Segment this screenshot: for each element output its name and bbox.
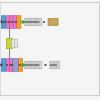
FancyBboxPatch shape bbox=[34, 18, 37, 26]
FancyBboxPatch shape bbox=[25, 61, 27, 69]
FancyBboxPatch shape bbox=[13, 59, 19, 71]
FancyBboxPatch shape bbox=[50, 61, 52, 69]
FancyBboxPatch shape bbox=[27, 18, 30, 26]
FancyBboxPatch shape bbox=[37, 61, 39, 69]
FancyBboxPatch shape bbox=[6, 16, 10, 28]
FancyBboxPatch shape bbox=[27, 61, 30, 69]
Circle shape bbox=[22, 64, 24, 66]
FancyBboxPatch shape bbox=[39, 61, 42, 69]
FancyBboxPatch shape bbox=[39, 18, 42, 26]
FancyBboxPatch shape bbox=[12, 39, 15, 48]
FancyBboxPatch shape bbox=[34, 61, 37, 69]
FancyBboxPatch shape bbox=[54, 61, 57, 69]
FancyBboxPatch shape bbox=[17, 16, 21, 28]
FancyBboxPatch shape bbox=[6, 38, 12, 49]
FancyBboxPatch shape bbox=[48, 18, 58, 26]
FancyBboxPatch shape bbox=[25, 18, 27, 26]
FancyBboxPatch shape bbox=[37, 18, 39, 26]
FancyBboxPatch shape bbox=[57, 61, 60, 69]
FancyBboxPatch shape bbox=[10, 16, 13, 28]
FancyBboxPatch shape bbox=[6, 59, 10, 71]
FancyBboxPatch shape bbox=[29, 61, 32, 69]
FancyBboxPatch shape bbox=[10, 59, 13, 71]
Circle shape bbox=[22, 21, 24, 23]
FancyBboxPatch shape bbox=[1, 59, 6, 71]
FancyBboxPatch shape bbox=[14, 39, 18, 48]
FancyBboxPatch shape bbox=[1, 16, 6, 28]
FancyBboxPatch shape bbox=[13, 16, 17, 28]
FancyBboxPatch shape bbox=[18, 59, 23, 71]
FancyBboxPatch shape bbox=[32, 61, 35, 69]
FancyBboxPatch shape bbox=[29, 18, 32, 26]
FancyBboxPatch shape bbox=[32, 18, 35, 26]
FancyBboxPatch shape bbox=[52, 61, 55, 69]
